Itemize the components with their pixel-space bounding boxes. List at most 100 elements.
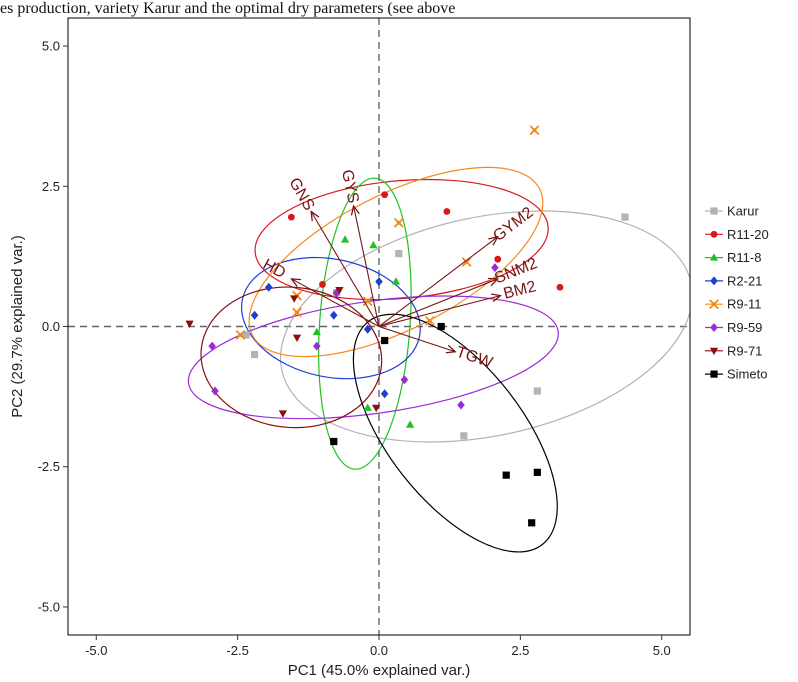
point-r11-8	[340, 235, 350, 243]
point-karur	[460, 432, 468, 440]
x-tick-label: -5.0	[85, 643, 107, 658]
point-r9-11-core	[238, 332, 243, 337]
point-r2-21	[375, 277, 383, 287]
x-tick-label: 0.0	[370, 643, 388, 658]
point-r9-11-core	[532, 128, 537, 133]
legend-key-r11-8	[709, 253, 719, 261]
loading-arrow-tgw	[378, 325, 455, 352]
point-r9-71	[335, 286, 344, 295]
point-karur	[242, 331, 250, 339]
legend-key-simeto	[710, 370, 718, 378]
legend-label-simeto: Simeto	[727, 367, 767, 382]
loading-arrow-gys	[354, 206, 380, 327]
point-r2-21	[264, 282, 273, 292]
ellipses-layer	[187, 166, 690, 553]
legend-label-r9-59: R9-59	[727, 320, 762, 335]
y-tick-label: -2.5	[38, 459, 60, 474]
legend: Karur R11-20 R11-8 R2-21 R9-11 R9-59 R9-71 Sime…	[705, 204, 769, 382]
point-r9-11	[394, 218, 404, 228]
x-tick-label: 2.5	[511, 643, 529, 658]
point-r11-20	[381, 191, 389, 199]
y-axis-title: PC2 (29.7% explained var.)	[9, 235, 26, 418]
loading-arrow-gns	[311, 212, 380, 327]
legend-key-r2-21	[710, 276, 718, 286]
legend-label-r11-20: R11-20	[727, 227, 769, 242]
point-r9-11-core	[427, 318, 432, 323]
loading-arrow-snm2	[378, 279, 498, 328]
point-r9-59	[211, 386, 219, 396]
point-r9-71	[290, 295, 299, 303]
point-r9-11-core	[295, 310, 299, 315]
point-r2-21	[380, 389, 389, 399]
point-simeto	[533, 468, 541, 476]
point-r9-11	[235, 330, 246, 340]
point-karur	[395, 249, 403, 258]
ellipse-r9-11	[248, 166, 544, 358]
caption-text: es production, variety Karur and the opt…	[0, 0, 456, 17]
x-axis-title: PC1 (45.0% explained var.)	[288, 662, 471, 679]
legend-label-r2-21: R2-21	[727, 273, 762, 288]
point-r9-11	[461, 257, 472, 267]
point-r2-21	[329, 310, 338, 320]
ellipse-r2-21	[240, 256, 421, 380]
point-simeto	[330, 437, 338, 446]
point-r9-11-core	[464, 260, 469, 264]
point-r11-20	[494, 255, 502, 263]
legend-label-r11-8: R11-8	[727, 250, 761, 265]
point-r9-11-core	[365, 299, 370, 304]
legend-key-karur	[710, 207, 718, 215]
points-layer	[185, 125, 629, 527]
legend-key-r9-11	[709, 299, 719, 309]
point-r11-8	[363, 403, 372, 411]
legend-key-r11-20	[710, 230, 718, 238]
point-r9-59	[400, 375, 409, 385]
point-r9-59	[313, 341, 321, 351]
point-r9-11	[529, 125, 540, 135]
point-simeto	[437, 322, 445, 331]
point-r9-11	[292, 307, 302, 318]
point-r9-11-core	[396, 220, 401, 225]
ellipse-r9-71	[200, 286, 383, 429]
y-tick-label: 0.0	[42, 319, 60, 334]
legend-label-r9-71: R9-71	[727, 343, 762, 358]
legend-label-karur: Karur	[727, 204, 759, 219]
point-r9-59	[491, 263, 499, 273]
point-karur	[533, 387, 541, 395]
point-simeto	[381, 336, 389, 345]
ellipse-r11-8	[318, 177, 412, 470]
point-r9-59	[208, 341, 216, 351]
legend-key-r9-71	[709, 347, 719, 356]
loading-arrow-gym2	[378, 237, 498, 327]
point-karur	[621, 213, 629, 221]
legend-key-r9-11-core	[712, 302, 716, 307]
point-r2-21	[363, 324, 372, 334]
point-r9-71	[278, 410, 288, 418]
loading-arrow-hd	[291, 279, 380, 327]
x-tick-label: 5.0	[653, 643, 671, 658]
point-r11-8	[391, 277, 401, 285]
point-r11-8	[405, 420, 415, 428]
ellipse-karur	[279, 210, 690, 443]
point-r11-20	[443, 208, 451, 215]
ellipse-r11-20	[254, 178, 549, 301]
ellipse-simeto	[352, 313, 558, 553]
point-r2-21	[250, 310, 259, 320]
point-r9-59	[457, 400, 465, 410]
loading-label-gys: GYS	[338, 168, 362, 205]
x-tick-label: -2.5	[226, 643, 248, 658]
ellipse-r9-59	[187, 295, 559, 420]
point-r9-11	[425, 316, 435, 326]
point-r11-20	[319, 281, 326, 288]
legend-label-r9-11: R9-11	[727, 297, 761, 312]
point-simeto	[528, 519, 536, 527]
point-r11-20	[556, 283, 564, 291]
point-r9-71	[372, 404, 381, 413]
y-tick-label: -5.0	[38, 599, 60, 614]
point-r11-8	[312, 327, 321, 336]
point-r9-71	[292, 334, 302, 343]
y-tick-label: 2.5	[42, 179, 60, 194]
point-simeto	[502, 471, 510, 479]
point-r11-20	[287, 213, 295, 221]
point-r11-8	[369, 240, 378, 249]
